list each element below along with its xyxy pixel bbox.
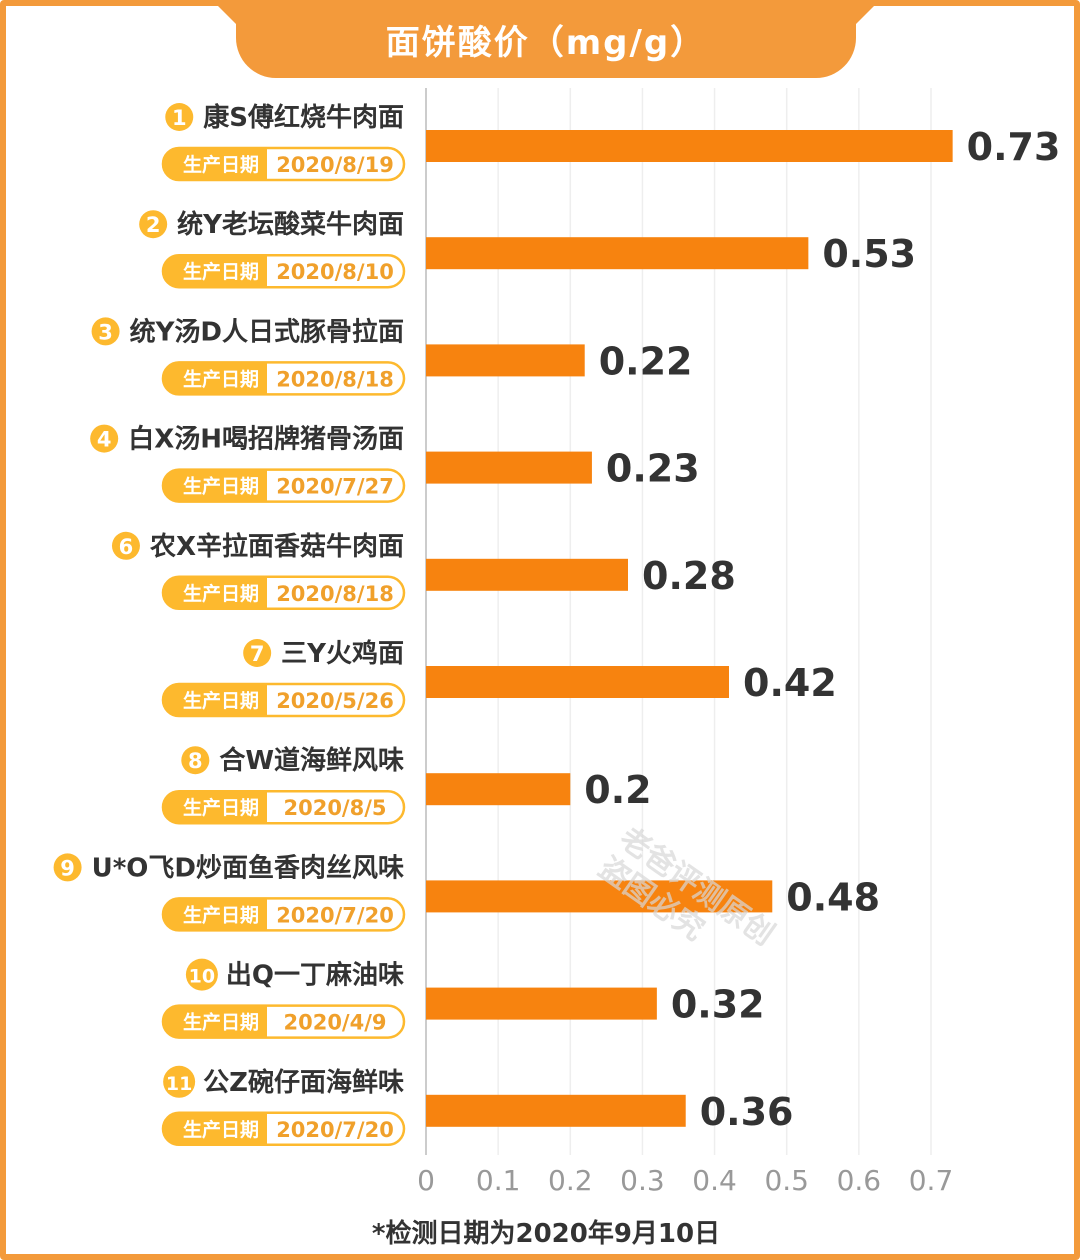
rank-badge	[185, 958, 218, 991]
date-pill-label-bg	[163, 362, 267, 395]
product-name: 公Z碗仔面海鲜味	[203, 1067, 404, 1098]
rank-badge	[165, 103, 194, 131]
rank-number: 8	[188, 749, 203, 773]
x-tick-label: 0.4	[692, 1164, 737, 1197]
product-name: 三Y火鸡面	[281, 638, 404, 669]
bar-value-label: 0.36	[700, 1090, 794, 1134]
product-name: 统Y汤D人日式豚骨拉面	[130, 316, 404, 347]
date-pill-label: 生产日期	[183, 153, 259, 176]
bar	[426, 237, 809, 270]
x-tick-label: 0.2	[548, 1164, 593, 1197]
date-pill-label: 生产日期	[183, 796, 259, 819]
bar	[426, 344, 585, 377]
product-name: 农X辛拉面香菇牛肉面	[149, 531, 404, 562]
production-date: 2020/8/10	[276, 260, 394, 284]
production-date: 2020/4/9	[283, 1011, 386, 1035]
bar	[426, 880, 773, 913]
bar-value-label: 0.32	[671, 983, 765, 1027]
x-tick-label: 0.3	[620, 1164, 665, 1197]
date-pill-label-bg	[163, 148, 267, 180]
product-name: 白X汤H喝招牌猪骨汤面	[128, 424, 404, 455]
production-date: 2020/8/5	[283, 796, 386, 820]
product-name: 统Y老坛酸菜牛肉面	[177, 209, 404, 240]
production-date: 2020/7/20	[276, 903, 394, 927]
x-tick-label: 0	[417, 1164, 435, 1197]
date-pill-label-bg	[163, 898, 267, 931]
footnote: *检测日期为2020年9月10日	[371, 1219, 721, 1249]
date-pill-label: 生产日期	[183, 1011, 259, 1034]
bar-value-label: 0.42	[743, 661, 837, 705]
rank-number: 11	[166, 1073, 192, 1095]
bar	[426, 130, 953, 162]
rank-number: 7	[250, 642, 265, 666]
date-pill-label-bg	[163, 255, 267, 288]
bar	[426, 451, 592, 484]
rank-number: 6	[119, 535, 134, 559]
production-date: 2020/7/20	[276, 1118, 394, 1142]
production-date: 2020/7/27	[276, 475, 394, 499]
production-date: 2020/8/19	[276, 153, 394, 177]
rank-number: 9	[60, 856, 75, 880]
x-tick-label: 0.6	[837, 1164, 882, 1197]
rank-badge	[91, 317, 120, 346]
x-tick-label: 0.7	[909, 1164, 954, 1197]
rank-number: 4	[97, 428, 112, 452]
bar-value-label: 0.2	[584, 768, 651, 812]
production-date: 2020/5/26	[276, 689, 394, 713]
rank-badge	[90, 424, 119, 453]
date-pill-label-bg	[163, 1005, 267, 1038]
bar-value-label: 0.23	[606, 447, 700, 491]
product-name: 出Q一丁麻油味	[226, 961, 404, 991]
bar	[426, 558, 628, 591]
bar	[426, 987, 657, 1020]
bar-value-label: 0.48	[786, 875, 880, 919]
date-pill-label-bg	[163, 469, 267, 502]
x-tick-label: 0.1	[476, 1164, 521, 1197]
production-date: 2020/8/18	[276, 367, 394, 391]
date-pill-label: 生产日期	[183, 475, 259, 498]
bar-value-label: 0.28	[642, 554, 736, 598]
date-pill-label: 生产日期	[183, 260, 259, 283]
rank-number: 1	[172, 106, 187, 130]
product-name: 合W道海鲜风味	[219, 745, 404, 776]
bar-value-label: 0.53	[822, 232, 916, 276]
bar	[426, 773, 571, 806]
x-tick-label: 0.5	[764, 1164, 809, 1197]
product-name: 康S傅红烧牛肉面	[203, 102, 404, 133]
date-pill-label: 生产日期	[183, 582, 259, 605]
bar	[426, 1094, 686, 1127]
rank-badge	[111, 531, 140, 560]
production-date: 2020/8/18	[276, 582, 394, 606]
date-pill-label: 生产日期	[183, 689, 259, 712]
date-pill-label: 生产日期	[183, 1118, 259, 1141]
product-name: U*O飞D炒面鱼香肉丝风味	[92, 853, 404, 883]
rank-badge	[243, 639, 272, 667]
bar-chart: 0 0.1 0.2 0.3 0.4 0.5 0.6 0.7 0.73 康S傅红烧牛肉面 1 生产日期 2…	[53, 88, 1061, 1197]
rank-badge	[139, 210, 168, 239]
rank-badge	[181, 746, 210, 775]
bar-value-label: 0.22	[599, 339, 693, 383]
bar	[426, 666, 729, 698]
rank-badge	[53, 853, 82, 882]
rank-number: 2	[146, 213, 161, 237]
date-pill-label-bg	[163, 1112, 267, 1145]
date-pill-label-bg	[163, 576, 267, 609]
date-pill-label: 生产日期	[183, 367, 259, 390]
date-pill-label: 生产日期	[183, 903, 259, 926]
date-pill-label-bg	[163, 791, 267, 824]
rank-number: 10	[189, 966, 215, 988]
date-pill-label-bg	[163, 684, 267, 716]
chart-title: 面饼酸价（mg/g）	[236, 6, 856, 78]
bar-value-label: 0.73	[967, 125, 1061, 169]
rank-number: 3	[98, 320, 113, 344]
rank-badge	[163, 1065, 196, 1098]
